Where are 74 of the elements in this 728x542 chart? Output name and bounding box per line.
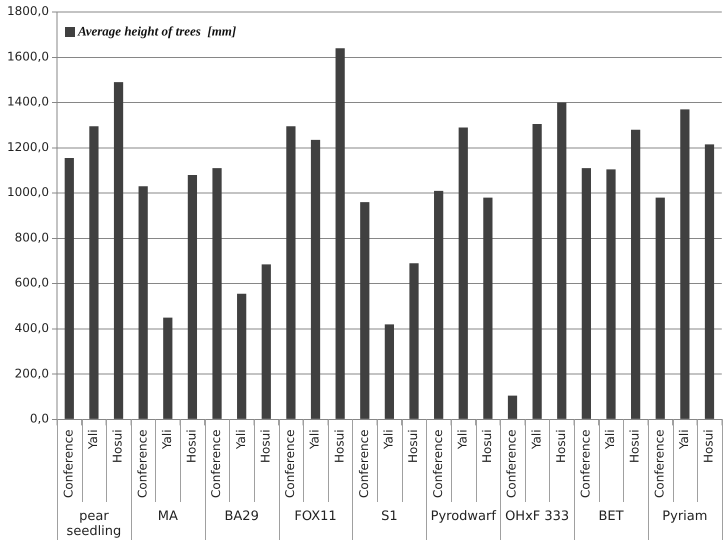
bar xyxy=(64,158,74,419)
text: MA xyxy=(158,508,178,524)
y-tick-label: 0,0 xyxy=(30,412,49,426)
bar xyxy=(336,48,345,419)
text: Pyrodwarf xyxy=(430,508,496,524)
x-tick-label: Hosui xyxy=(554,429,568,463)
x-tick-label: Yali xyxy=(676,429,691,450)
bar xyxy=(89,126,99,419)
text: FOX11 xyxy=(294,508,337,524)
bar xyxy=(262,264,271,419)
bar xyxy=(508,396,518,419)
x-tick-label: Conference xyxy=(209,429,224,498)
y-tick-label: 800,0 xyxy=(14,230,49,244)
y-tick-label: 1600,0 xyxy=(6,49,49,64)
bar xyxy=(138,186,148,419)
x-tick-label: Conference xyxy=(430,429,445,498)
x-tick-label: Hosui xyxy=(332,429,346,463)
bar xyxy=(310,140,320,419)
x-tick-label: Yali xyxy=(603,429,618,450)
text: pear seedling xyxy=(66,508,122,539)
x-tick-label: Yali xyxy=(308,429,322,450)
x-tick-label: Hosui xyxy=(628,429,642,463)
bar xyxy=(286,126,296,419)
bar xyxy=(704,144,714,419)
x-tick-label: Hosui xyxy=(702,429,716,463)
x-tick-label: Conference xyxy=(578,429,592,498)
bar xyxy=(237,294,246,419)
x-tick-label: Conference xyxy=(652,429,666,498)
bar xyxy=(680,109,690,419)
bar xyxy=(114,82,124,419)
bar xyxy=(434,190,444,419)
y-tick-label: 1200,0 xyxy=(6,140,49,154)
bar xyxy=(606,169,616,419)
y-tick-label: 200,0 xyxy=(14,366,49,380)
bar xyxy=(656,198,665,419)
x-tick-label: Hosui xyxy=(110,429,125,463)
x-tick-label: Conference xyxy=(283,429,298,498)
text: S1 xyxy=(381,508,398,524)
x-tick-label: Hosui xyxy=(184,429,199,463)
x-tick-label: Yali xyxy=(234,429,248,450)
text: Pyriam xyxy=(662,508,708,524)
x-tick-label: Conference xyxy=(356,429,371,498)
bar xyxy=(557,102,566,419)
y-tick-label: 1000,0 xyxy=(6,185,49,200)
text: OHxF 333 xyxy=(505,508,570,524)
text: BA29 xyxy=(224,508,259,524)
y-tick-label: 1800,0 xyxy=(6,4,49,18)
bar xyxy=(458,127,468,419)
legend-label: Average height of trees [mm] xyxy=(76,23,236,38)
x-tick-label: Yali xyxy=(529,429,544,450)
y-tick-label: 600,0 xyxy=(14,276,49,290)
x-tick-label: Hosui xyxy=(480,429,494,463)
x-tick-label: Hosui xyxy=(258,429,272,463)
bar xyxy=(360,202,370,419)
bar xyxy=(163,318,172,419)
y-tick-label: 400,0 xyxy=(14,321,49,336)
bar xyxy=(188,174,198,419)
x-tick-label: Conference xyxy=(504,429,519,498)
bar xyxy=(483,198,492,419)
bar xyxy=(631,130,640,419)
x-tick-label: Conference xyxy=(61,429,76,498)
x-tick-label: Yali xyxy=(455,429,470,450)
x-tick-label: Conference xyxy=(135,429,150,498)
text: BET xyxy=(598,508,624,524)
x-tick-label: Yali xyxy=(160,429,174,450)
bar xyxy=(582,168,591,419)
bar xyxy=(384,324,394,419)
bar xyxy=(212,168,222,419)
x-tick-label: Yali xyxy=(86,429,100,450)
bar xyxy=(532,124,542,419)
x-tick-label: Hosui xyxy=(406,429,420,463)
bar xyxy=(409,263,419,419)
y-tick-label: 1400,0 xyxy=(6,94,49,109)
x-tick-label: Yali xyxy=(382,429,396,450)
